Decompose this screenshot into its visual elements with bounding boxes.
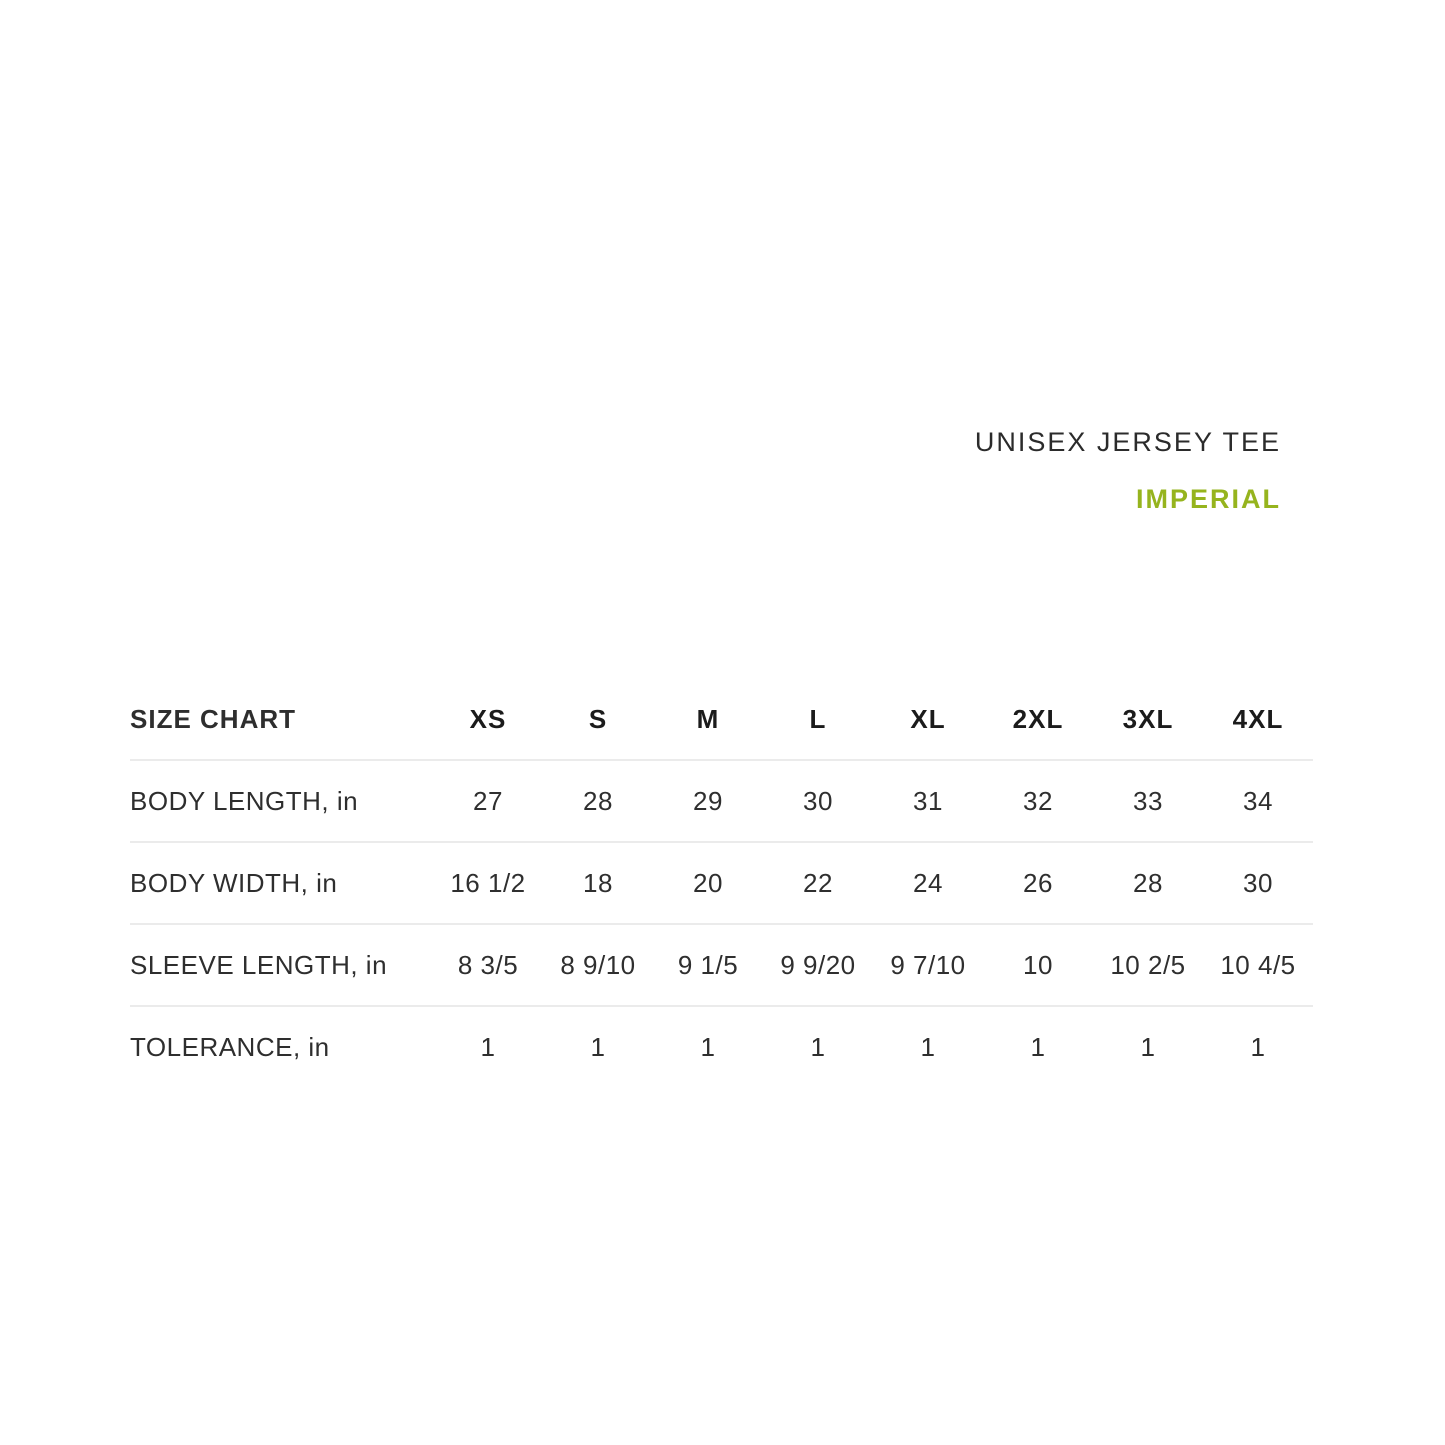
unit-system-label: IMPERIAL xyxy=(1135,484,1281,514)
size-cell: 8 3/5 xyxy=(457,949,519,980)
size-cell: 22 xyxy=(803,867,833,898)
size-cell: 8 9/10 xyxy=(560,949,636,980)
column-header-xl: XL xyxy=(910,703,946,734)
table-row-body-width: BODY WIDTH, in 16 1/2 18 20 22 24 26 28 … xyxy=(130,842,1313,924)
size-cell: 34 xyxy=(1243,785,1273,816)
size-chart-table: SIZE CHART XS S M L XL 2XL 3XL 4XL BODY … xyxy=(130,679,1313,1087)
size-cell: 18 xyxy=(583,867,613,898)
column-header-xs: XS xyxy=(469,703,507,734)
size-cell: 1 xyxy=(700,1031,716,1062)
row-label-body-length: BODY LENGTH, in xyxy=(130,785,359,816)
size-cell: 10 4/5 xyxy=(1220,949,1296,980)
table-row-sleeve-length: SLEEVE LENGTH, in 8 3/5 8 9/10 9 1/5 9 9… xyxy=(130,924,1313,1006)
size-cell: 31 xyxy=(913,785,943,816)
size-cell: 28 xyxy=(583,785,613,816)
size-cell: 16 1/2 xyxy=(450,867,526,898)
table-row-tolerance: TOLERANCE, in 1 1 1 1 1 1 1 1 xyxy=(130,1006,1313,1087)
row-label-body-width: BODY WIDTH, in xyxy=(130,867,338,898)
size-cell: 29 xyxy=(693,785,723,816)
size-cell: 20 xyxy=(693,867,723,898)
table-row-body-length: BODY LENGTH, in 27 28 29 30 31 32 33 34 xyxy=(130,760,1313,842)
table-header-row: SIZE CHART XS S M L XL 2XL 3XL 4XL xyxy=(130,679,1313,760)
product-title: UNISEX JERSEY TEE xyxy=(974,427,1281,457)
column-header-l: L xyxy=(809,703,827,734)
size-cell: 30 xyxy=(803,785,833,816)
size-cell: 9 7/10 xyxy=(890,949,966,980)
size-cell: 9 1/5 xyxy=(677,949,739,980)
column-header-3xl: 3XL xyxy=(1122,703,1174,734)
size-cell: 1 xyxy=(590,1031,606,1062)
size-cell: 1 xyxy=(1250,1031,1266,1062)
size-cell: 33 xyxy=(1133,785,1163,816)
column-header-4xl: 4XL xyxy=(1232,703,1284,734)
size-cell: 1 xyxy=(810,1031,826,1062)
size-cell: 10 xyxy=(1023,949,1053,980)
size-cell: 24 xyxy=(913,867,943,898)
column-header-s: S xyxy=(588,703,608,734)
size-cell: 10 2/5 xyxy=(1110,949,1186,980)
column-header-2xl: 2XL xyxy=(1012,703,1064,734)
title-block: UNISEX JERSEY TEE IMPERIAL xyxy=(975,429,1281,513)
size-cell: 27 xyxy=(473,785,503,816)
size-cell: 1 xyxy=(1140,1031,1156,1062)
row-label-sleeve-length: SLEEVE LENGTH, in xyxy=(130,949,388,980)
column-header-m: M xyxy=(696,703,720,734)
size-cell: 1 xyxy=(1030,1031,1046,1062)
row-label-tolerance: TOLERANCE, in xyxy=(130,1031,330,1062)
size-cell: 1 xyxy=(920,1031,936,1062)
size-cell: 30 xyxy=(1243,867,1273,898)
table-title: SIZE CHART xyxy=(130,703,296,734)
size-cell: 1 xyxy=(480,1031,496,1062)
size-cell: 26 xyxy=(1023,867,1053,898)
size-cell: 28 xyxy=(1133,867,1163,898)
size-cell: 32 xyxy=(1023,785,1053,816)
size-cell: 9 9/20 xyxy=(780,949,856,980)
